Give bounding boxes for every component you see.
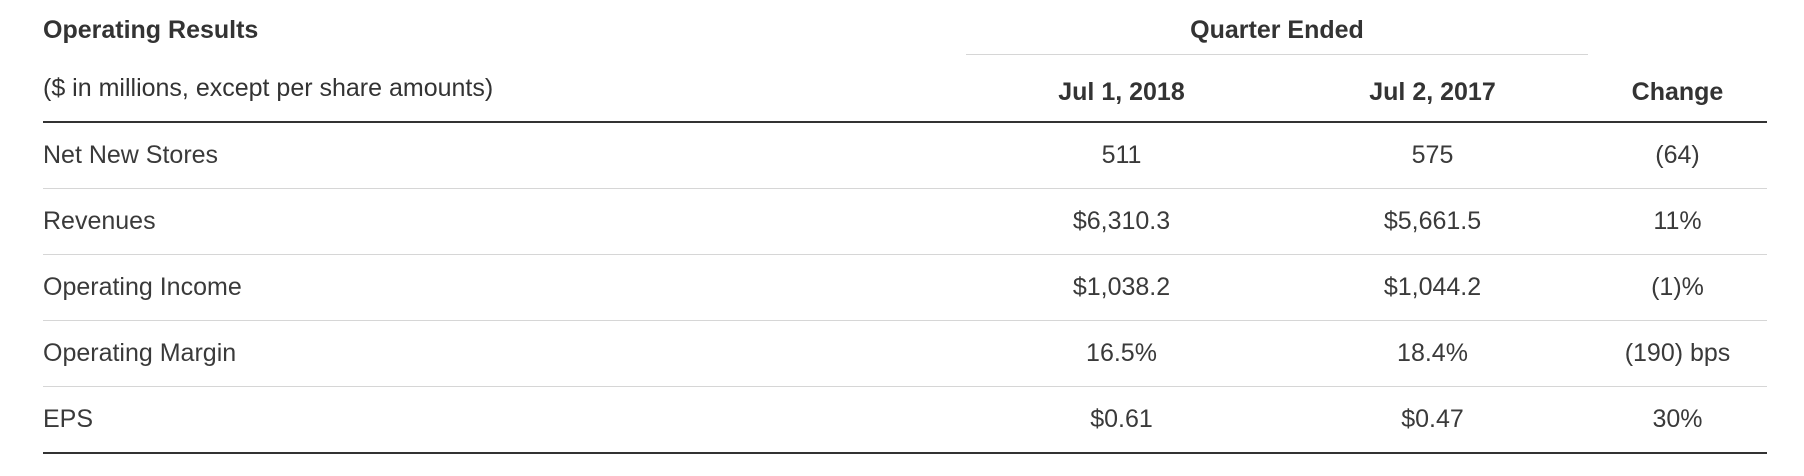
table-row: Operating Margin 16.5% 18.4% (190) bps [43,321,1767,387]
row-label: Revenues [43,207,156,235]
table-subtitle: ($ in millions, except per share amounts… [43,73,494,102]
cell-2018: $1,038.2 [1072,273,1171,301]
group-header-divider [966,54,1588,55]
cell-change: (64) [1655,141,1700,169]
cell-2017: 18.4% [1397,339,1468,367]
row-label: EPS [43,405,94,433]
table-row: EPS $0.61 $0.47 30% [43,387,1767,454]
cell-2017: $5,661.5 [1383,207,1482,235]
column-header-jul-2017: Jul 2, 2017 [1369,77,1496,106]
cell-change: 11% [1653,207,1702,235]
table-title: Operating Results [43,16,259,44]
cell-change: (1)% [1651,273,1704,301]
cell-2018: $6,310.3 [1072,207,1171,235]
cell-change: 30% [1652,405,1703,433]
operating-results-table: Operating Results Quarter Ended ($ in mi… [43,0,1767,454]
cell-2017: $0.47 [1401,405,1464,433]
table-row: Net New Stores 511 575 (64) [43,123,1767,189]
cell-2018: $0.61 [1090,405,1153,433]
column-header-change: Change [1631,77,1724,106]
cell-change: (190) bps [1624,339,1731,367]
table-header-columns: ($ in millions, except per share amounts… [43,55,1767,123]
quarter-ended-header: Quarter Ended [1190,16,1364,44]
table-header-top: Operating Results Quarter Ended [43,0,1767,55]
cell-2017: 575 [1411,141,1454,169]
column-header-jul-2018: Jul 1, 2018 [1058,77,1185,106]
table-row: Operating Income $1,038.2 $1,044.2 (1)% [43,255,1767,321]
cell-2018: 16.5% [1086,339,1157,367]
row-label: Net New Stores [43,141,219,169]
row-label: Operating Income [43,273,242,301]
table-row: Revenues $6,310.3 $5,661.5 11% [43,189,1767,255]
cell-2018: 511 [1101,141,1142,169]
cell-2017: $1,044.2 [1383,273,1482,301]
row-label: Operating Margin [43,339,237,367]
